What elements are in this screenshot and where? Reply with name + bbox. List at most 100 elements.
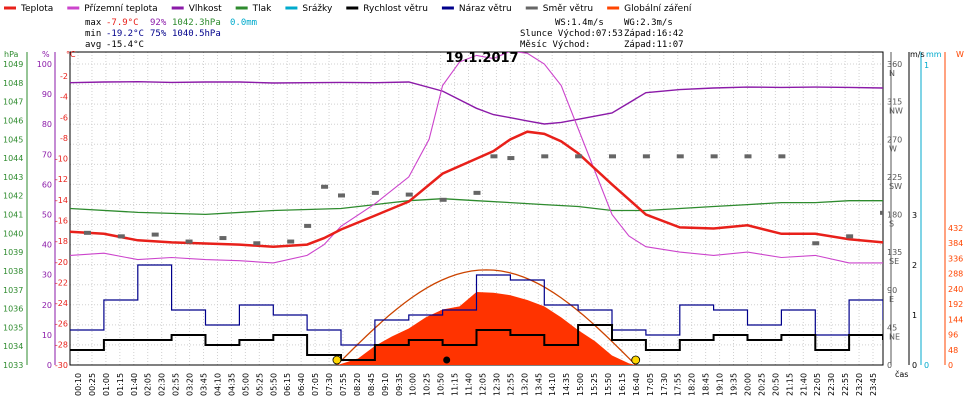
axis-mm-label: mm	[926, 50, 942, 59]
tick-ms: 2	[912, 261, 917, 270]
x-tick-label: 12:05	[478, 373, 487, 396]
tick-percent: 60	[42, 180, 52, 189]
tick-direction: 315	[887, 98, 902, 107]
x-tick-label: 09:10	[381, 373, 390, 396]
x-tick-label: 00:25	[88, 373, 97, 396]
tick-percent: 20	[42, 301, 52, 310]
sunrise-marker	[332, 355, 342, 365]
legend-entry: Srážky	[302, 4, 333, 14]
tick-hpa: 1039	[3, 248, 23, 257]
legend-entry: Globální záření	[624, 4, 692, 14]
stat-max-press: 1042.3hPa	[172, 18, 221, 28]
x-tick-label: 00:10	[74, 373, 83, 396]
legend-entry: Tlak	[252, 4, 273, 14]
series-wind-gust	[70, 264, 883, 346]
series-temperature	[70, 130, 883, 248]
x-tick-label: 01:15	[116, 373, 125, 396]
series-wind-direction-mark	[609, 154, 616, 159]
x-tick-label: 11:15	[451, 373, 460, 396]
tick-direction-name: NW	[889, 107, 903, 116]
series-humidity	[70, 80, 883, 125]
tick-hpa: 1036	[3, 305, 23, 314]
tick-celsius: -16	[55, 217, 68, 226]
tick-direction-name: SW	[889, 182, 902, 191]
legend-entry: Rychlost větru	[363, 4, 428, 14]
x-axis: 00:10 00:25 01:00 01:15 01:40 02:05 02:30 02:55…	[74, 369, 908, 396]
series-wind-direction-mark	[117, 234, 125, 239]
stat-sun-set: Západ:16:42	[624, 29, 684, 39]
series-wind-direction-mark	[83, 230, 91, 235]
tick-direction: 180	[887, 211, 902, 220]
tick-celsius: -10	[55, 155, 68, 164]
x-tick-label: 16:40	[632, 373, 641, 396]
x-axis-label: čas	[895, 369, 908, 379]
series-wind-direction-mark	[287, 239, 295, 244]
legend-entry: Směr větru	[543, 4, 593, 14]
x-tick-label: 04:35	[227, 373, 236, 396]
x-tick-label: 09:35	[395, 373, 404, 396]
series-wind-direction-mark	[490, 154, 498, 159]
tick-celsius: -28	[55, 340, 68, 349]
tick-hpa: 1044	[3, 154, 23, 163]
axes: hPa% °C m/s mm W1049104810471046104510441043…	[3, 50, 964, 370]
x-tick-label: 08:20	[353, 373, 362, 396]
tick-watt: 336	[948, 254, 963, 263]
x-tick-label: 02:05	[144, 373, 153, 396]
series-wind-direction-mark	[473, 190, 481, 195]
x-tick-label: 17:30	[660, 373, 669, 396]
axis-hpa-label: hPa	[4, 50, 19, 59]
tick-hpa: 1045	[3, 135, 23, 144]
stat-avg-label: avg	[85, 40, 101, 50]
x-tick-label: 07:05	[311, 373, 320, 396]
x-tick-label: 14:10	[548, 373, 557, 396]
tick-watt: 0	[948, 361, 953, 370]
x-tick-label: 05:25	[255, 373, 264, 396]
tick-percent: 30	[42, 271, 52, 280]
x-tick-label: 05:50	[269, 373, 278, 396]
series-wind-speed	[70, 324, 883, 361]
series-ground-temperature	[70, 52, 883, 264]
tick-watt: 384	[948, 239, 963, 248]
legend: Teplota Přízemní teplota Vlhkost Tlak Srážky…	[4, 4, 692, 14]
stat-sun: Slunce Východ:07:53	[520, 29, 623, 39]
x-tick-label: 05:00	[241, 373, 250, 396]
series-pressure	[70, 198, 883, 216]
series-wind-direction-mark	[676, 154, 684, 159]
x-tick-label: 03:20	[186, 373, 195, 396]
tick-direction: 45	[887, 323, 897, 332]
series-wind-direction-mark	[151, 232, 159, 237]
tick-hpa: 1035	[3, 323, 23, 332]
tick-hpa: 1037	[3, 286, 23, 295]
stat-max-label: max	[85, 18, 102, 28]
stat-min-press: 1040.5hPa	[172, 29, 221, 39]
tick-celsius: -14	[55, 196, 68, 205]
stat-moon: Měsíc Východ:	[520, 40, 590, 50]
x-tick-label: 17:55	[674, 373, 683, 396]
tick-percent: 50	[42, 211, 52, 220]
x-tick-label: 04:10	[213, 373, 222, 396]
series-wind-direction-mark	[710, 154, 718, 159]
series-wind-direction-mark	[575, 154, 583, 159]
tick-watt: 288	[948, 270, 963, 279]
x-tick-label: 03:45	[200, 373, 209, 396]
tick-direction-name: W	[889, 144, 897, 153]
stat-wg: WG:2.3m/s	[624, 18, 673, 28]
tick-hpa: 1043	[3, 173, 23, 182]
x-tick-label: 18:20	[688, 373, 697, 396]
series-wind-direction-mark	[405, 192, 413, 197]
tick-celsius: -20	[55, 258, 68, 267]
stat-max-temp: -7.9°C	[106, 18, 139, 28]
tick-hpa: 1042	[3, 192, 23, 201]
tick-hpa: 1046	[3, 116, 23, 125]
stat-min-label: min	[85, 29, 101, 39]
tick-watt: 144	[948, 315, 963, 324]
tick-direction-name: NE	[889, 332, 900, 341]
x-tick-label: 18:45	[702, 373, 711, 396]
series-radiation	[337, 292, 636, 365]
tick-hpa: 1033	[3, 361, 23, 370]
x-tick-label: 17:05	[646, 373, 655, 396]
tick-hpa: 1041	[3, 211, 23, 220]
tick-celsius: -6	[60, 113, 68, 122]
tick-direction-name: N	[889, 69, 895, 78]
chart-title: 19.1.2017	[445, 51, 518, 66]
